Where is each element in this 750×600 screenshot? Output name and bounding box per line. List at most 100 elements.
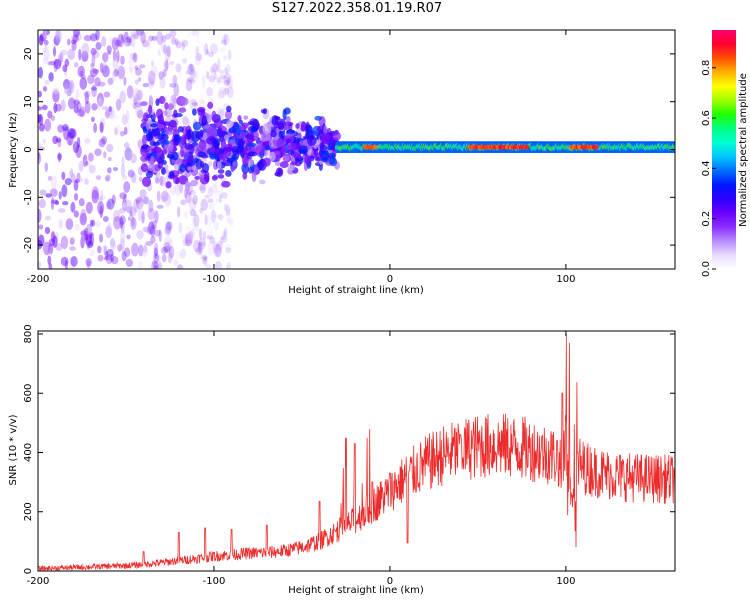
heatmap-cell bbox=[84, 100, 91, 114]
heatmap-cell bbox=[90, 47, 97, 56]
heatmap-cell bbox=[161, 160, 167, 165]
heatmap-cell bbox=[268, 151, 276, 162]
heatmap-cell bbox=[52, 235, 58, 248]
heatmap-cell bbox=[220, 137, 227, 150]
heatmap-cell bbox=[104, 109, 111, 119]
heatmap-cell bbox=[135, 199, 141, 204]
heatmap-cell bbox=[187, 154, 194, 163]
heatmap-cell bbox=[160, 190, 169, 202]
heatmap-cell bbox=[66, 131, 74, 146]
heatmap-cell bbox=[206, 200, 212, 209]
heatmap-cell bbox=[189, 209, 197, 217]
heatmap-cell bbox=[112, 57, 119, 70]
heatmap-cell bbox=[111, 194, 116, 205]
heatmap-cell bbox=[119, 208, 124, 214]
heatmap-cell bbox=[168, 245, 175, 259]
heatmap-cell bbox=[197, 151, 206, 158]
heatmap-cell bbox=[138, 244, 144, 257]
heatmap-cell bbox=[80, 230, 88, 236]
heatmap-cell bbox=[50, 115, 56, 122]
heatmap-cell bbox=[74, 193, 79, 201]
heatmap-cell bbox=[180, 97, 189, 106]
heatmap-cell bbox=[94, 221, 101, 228]
heatmap-cell bbox=[67, 97, 76, 110]
heatmap-cell bbox=[278, 130, 283, 138]
heatmap-cell bbox=[129, 52, 136, 60]
heatmap-cell bbox=[106, 200, 112, 210]
heatmap-cell bbox=[316, 125, 325, 133]
heatmap-cell bbox=[333, 131, 341, 141]
heatmap-cell bbox=[64, 65, 68, 77]
heatmap-cell bbox=[268, 138, 277, 150]
heatmap-cell bbox=[137, 109, 144, 119]
snr-x-axis-label: Height of straight line (km) bbox=[288, 585, 424, 596]
heatmap-cell bbox=[99, 62, 104, 74]
heatmap-cell bbox=[212, 182, 217, 188]
heatmap-cell bbox=[132, 93, 137, 103]
heatmap-cell bbox=[129, 210, 133, 218]
heatmap-cell bbox=[147, 208, 156, 221]
heatmap-cell bbox=[91, 50, 100, 59]
heatmap-cell bbox=[130, 217, 137, 230]
heatmap-cell bbox=[67, 81, 73, 91]
heatmap-cell bbox=[215, 260, 222, 269]
heatmap-cell bbox=[133, 98, 138, 105]
heatmap-cell bbox=[136, 196, 144, 210]
heatmap-cell bbox=[160, 40, 167, 53]
heatmap-cell bbox=[168, 119, 177, 128]
heatmap-cell bbox=[127, 169, 135, 178]
heatmap-cell bbox=[115, 55, 123, 64]
heatmap-cell bbox=[103, 256, 112, 261]
heatmap-cell bbox=[185, 70, 189, 75]
heatmap-cell bbox=[44, 226, 51, 235]
heatmap-cell bbox=[224, 67, 228, 74]
heatmap-cell bbox=[77, 136, 81, 148]
heatmap-cell bbox=[53, 58, 62, 70]
heatmap-cell bbox=[314, 115, 322, 121]
heatmap-cell bbox=[157, 49, 161, 56]
heatmap-cell bbox=[115, 124, 122, 134]
heatmap-cell bbox=[306, 134, 317, 146]
heatmap-cell bbox=[73, 179, 79, 192]
heatmap-cell bbox=[209, 151, 217, 160]
heatmap-cell bbox=[174, 38, 179, 46]
heatmap-cell bbox=[38, 106, 43, 111]
heatmap-cell bbox=[227, 217, 235, 225]
heatmap-cell bbox=[221, 180, 231, 188]
heatmap-cell bbox=[195, 246, 202, 255]
heatmap-cell bbox=[199, 183, 207, 194]
heatmap-cell bbox=[202, 230, 207, 240]
heatmap-cell bbox=[275, 138, 284, 148]
heatmap-cell bbox=[216, 107, 224, 117]
heatmap-cell bbox=[110, 113, 118, 120]
heatmap-cell bbox=[187, 166, 192, 171]
heatmap-cell bbox=[196, 35, 201, 44]
heatmap-cell bbox=[161, 166, 166, 175]
heatmap-cell bbox=[45, 193, 52, 198]
heatmap-cell bbox=[214, 243, 222, 258]
heatmap-cell bbox=[110, 256, 119, 265]
heatmap-cell bbox=[232, 161, 237, 167]
heatmap-cell bbox=[131, 242, 139, 257]
heatmap-cell bbox=[285, 115, 291, 123]
heatmap-cell bbox=[128, 206, 137, 218]
heatmap-cell bbox=[184, 143, 193, 150]
heatmap-cell bbox=[281, 143, 287, 156]
heatmap-cell bbox=[242, 172, 248, 180]
heatmap-cell bbox=[147, 76, 155, 90]
heatmap-cell bbox=[96, 92, 104, 107]
heatmap-cell bbox=[176, 264, 184, 269]
heatmap-cell bbox=[259, 179, 266, 185]
heatmap-cell bbox=[148, 35, 154, 42]
heatmap-cell bbox=[198, 99, 205, 105]
heatmap-cell bbox=[108, 156, 112, 162]
heatmap-cell bbox=[147, 221, 156, 235]
heatmap-cell bbox=[298, 145, 309, 155]
heatmap-cell bbox=[135, 104, 143, 119]
heatmap-cell bbox=[260, 109, 266, 114]
heatmap-cell bbox=[94, 148, 102, 156]
heatmap-cell bbox=[327, 152, 336, 159]
heatmap-cell bbox=[218, 214, 224, 221]
colorbar-tick-label: 0.8 bbox=[701, 60, 712, 76]
heatmap-cell bbox=[208, 186, 214, 198]
